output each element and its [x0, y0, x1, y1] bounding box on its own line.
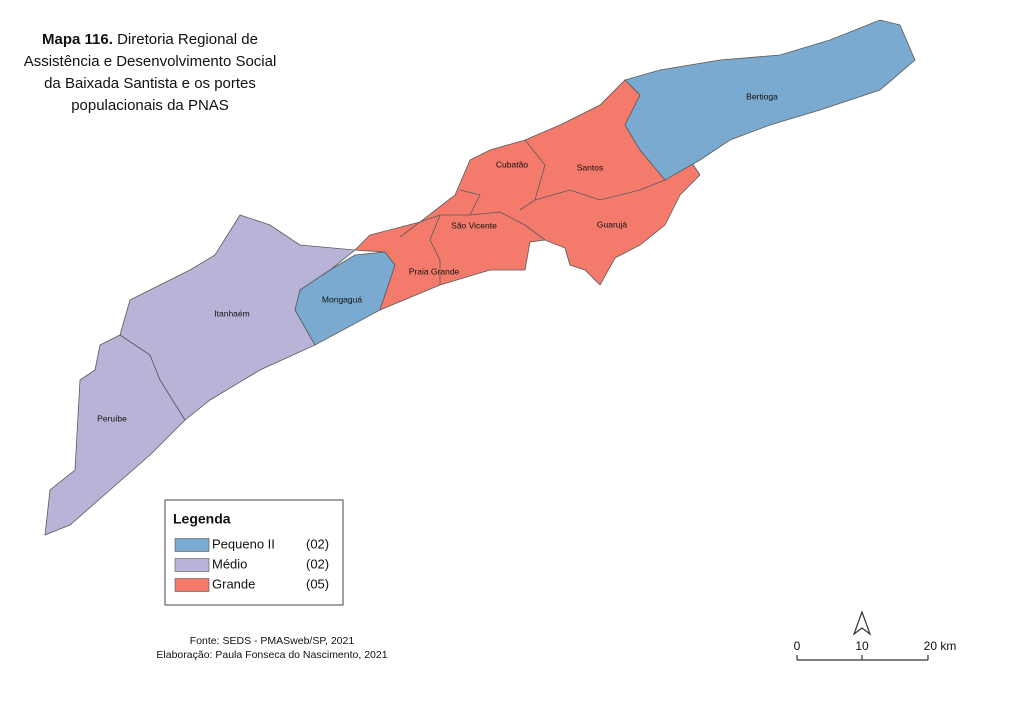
title-text: Diretoria Regional de: [117, 31, 258, 48]
municipality-label: Santos: [577, 162, 603, 172]
legend-count: (02): [306, 536, 329, 551]
municipality-label: Itanhaém: [214, 308, 249, 318]
legend-label: Pequeno II: [212, 536, 275, 551]
title-label: Mapa 116.: [42, 31, 113, 48]
municipality-label: Praia Grande: [409, 266, 460, 276]
municipality-label: Peruíbe: [97, 413, 127, 423]
legend-count: (05): [306, 576, 329, 591]
title-text: populacionais da PNAS: [71, 97, 229, 114]
legend-count: (02): [306, 556, 329, 571]
municipality-label: Guarujá: [597, 219, 628, 229]
region-grande: [354, 79, 701, 311]
border: [429, 214, 441, 285]
municipality-label: Mongaguá: [322, 294, 362, 304]
legend-label: Médio: [212, 556, 247, 571]
legend-items: Pequeno II (02) Médio (02) Grande (05): [174, 536, 329, 592]
legend-swatch: [174, 558, 210, 572]
municipality-label: São Vicente: [451, 220, 497, 230]
border: [534, 179, 666, 201]
municipality-label: Bertioga: [746, 91, 778, 101]
scale-bar: [796, 655, 929, 661]
scale-label: 10: [855, 639, 869, 653]
source: Fonte: SEDS - PMASweb/SP, 2021: [190, 635, 355, 647]
border: [519, 139, 546, 211]
title-line: Mapa 116. Diretoria Regional de: [42, 31, 258, 48]
north-arrow: [852, 610, 872, 636]
legend-swatch: [174, 578, 210, 592]
region-bertioga: [624, 19, 916, 181]
border: [459, 189, 481, 216]
legend-label: Grande: [212, 576, 255, 591]
municipality-label: Cubatão: [496, 159, 528, 169]
scale-label: 0: [794, 639, 801, 653]
scale-label: 20 km: [924, 639, 957, 653]
legend-title: Legenda: [173, 511, 231, 527]
credit: Elaboração: Paula Fonseca do Nascimento,…: [156, 649, 387, 661]
legend-swatch: [174, 538, 210, 552]
title-text: Assistência e Desenvolvimento Social: [24, 53, 277, 70]
title-text: da Baixada Santista e os portes: [44, 75, 256, 92]
